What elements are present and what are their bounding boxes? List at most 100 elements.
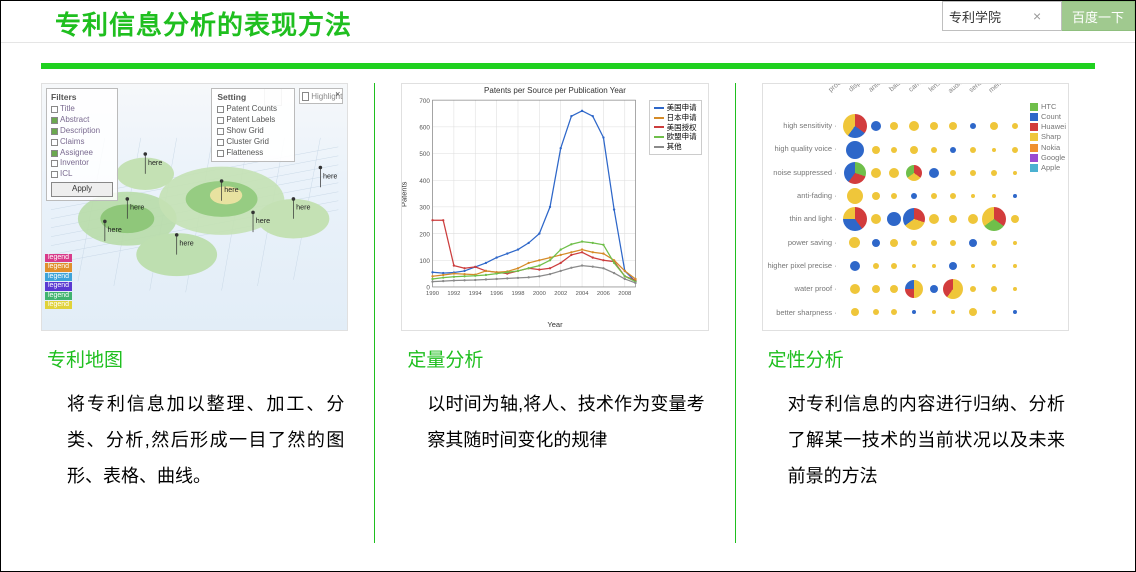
bubble-cell	[843, 138, 867, 161]
bubble-cell	[963, 255, 981, 278]
svg-text:2004: 2004	[576, 291, 590, 297]
svg-text:500: 500	[420, 151, 431, 158]
bubble-legend-item: Sharp	[1030, 132, 1066, 142]
svg-text:1990: 1990	[426, 291, 440, 297]
setting-panel: Setting Patent CountsPatent LabelsShow G…	[211, 88, 295, 162]
bubble-cell	[982, 231, 1006, 254]
setting-header: Setting	[217, 92, 289, 103]
close-icon[interactable]: ×	[335, 89, 340, 99]
chart-ylabel: Patents	[401, 182, 409, 207]
filter-item[interactable]: Description	[51, 126, 113, 137]
bubble-cell	[843, 161, 867, 184]
svg-text:1992: 1992	[448, 291, 461, 297]
bubble-cell	[867, 278, 885, 301]
svg-text:1996: 1996	[490, 291, 503, 297]
bubble-cell	[982, 278, 1006, 301]
divider-rule	[41, 63, 1095, 69]
col-quantitative: Patents per Source per Publication Year …	[375, 83, 734, 543]
svg-text:200: 200	[420, 231, 431, 238]
bubble-cell	[1006, 301, 1024, 324]
filter-item[interactable]: Assignee	[51, 148, 113, 159]
svg-text:here: here	[179, 240, 193, 248]
search-box: ×	[942, 1, 1062, 31]
bubble-cell	[925, 207, 943, 231]
bubble-col-labels: procdispantebattcamlensaudiosensmem	[843, 84, 1024, 112]
bubble-cell	[903, 255, 925, 278]
bubble-cell	[885, 114, 903, 138]
bubble-cell	[843, 114, 867, 138]
bubble-cell	[867, 255, 885, 278]
bubble-cell	[1006, 278, 1024, 301]
bubble-cell	[925, 278, 943, 301]
bubble-cell	[903, 161, 925, 184]
search-button[interactable]: 百度一下	[1062, 1, 1135, 31]
bubble-cell	[963, 114, 981, 138]
bubble-cell	[982, 161, 1006, 184]
svg-text:1998: 1998	[512, 291, 525, 297]
desc-quant: 以时间为轴,将人、技术作为变量考察其随时间变化的规律	[401, 386, 708, 458]
bubble-cell	[843, 207, 867, 231]
bubble-cell	[903, 231, 925, 254]
setting-item[interactable]: Show Grid	[217, 126, 289, 137]
filter-item[interactable]: Claims	[51, 137, 113, 148]
bubble-legend-item: Huawei	[1030, 122, 1066, 132]
filters-apply-button[interactable]: Apply	[51, 182, 113, 197]
columns: herehereherehereherehereherehere Filters…	[1, 83, 1135, 543]
bubble-cell	[867, 231, 885, 254]
bubble-cell	[843, 184, 867, 207]
bubble-cell	[903, 207, 925, 231]
clear-icon[interactable]: ×	[1031, 8, 1043, 24]
bubble-cell	[867, 207, 885, 231]
setting-item[interactable]: Cluster Grid	[217, 137, 289, 148]
bubble-cell	[963, 138, 981, 161]
svg-text:here: here	[296, 204, 310, 212]
bubble-cell	[903, 278, 925, 301]
filter-item[interactable]: Title	[51, 104, 113, 115]
terrain-legend-row: legend	[45, 254, 72, 262]
filter-item[interactable]: ICL	[51, 169, 113, 180]
desc-qual: 对专利信息的内容进行归纳、分析了解某一技术的当前状况以及未来前景的方法	[762, 386, 1069, 494]
filter-item[interactable]: Inventor	[51, 158, 113, 169]
legend-item: 其他	[654, 142, 697, 152]
bubble-cell	[885, 138, 903, 161]
bubble-cell	[925, 161, 943, 184]
bubble-cell	[982, 301, 1006, 324]
terrain-legend-row: legend	[45, 282, 72, 290]
bubble-cell	[925, 301, 943, 324]
bubble-cell	[925, 255, 943, 278]
filter-item[interactable]: Abstract	[51, 115, 113, 126]
search-input[interactable]	[949, 9, 1031, 24]
svg-text:2002: 2002	[555, 291, 568, 297]
bubble-cell	[903, 301, 925, 324]
bubble-cell	[867, 114, 885, 138]
svg-text:here: here	[224, 186, 238, 194]
bubble-cell	[925, 184, 943, 207]
bubble-cell	[963, 161, 981, 184]
bubble-cell	[885, 184, 903, 207]
svg-text:here: here	[148, 159, 162, 167]
bubble-cell	[885, 207, 903, 231]
bubble-legend-item: HTC	[1030, 102, 1066, 112]
setting-item[interactable]: Patent Labels	[217, 115, 289, 126]
bubble-cell	[943, 161, 963, 184]
terrain-legend-row: legend	[45, 273, 72, 281]
bubble-cell	[963, 207, 981, 231]
bubble-cell	[943, 138, 963, 161]
svg-text:here: here	[323, 172, 337, 180]
setting-item[interactable]: Patent Counts	[217, 104, 289, 115]
page-title: 专利信息分析的表现方法	[55, 5, 352, 42]
bubble-cell	[982, 207, 1006, 231]
bubble-cell	[867, 301, 885, 324]
subtitle-qual: 定性分析	[768, 345, 1069, 372]
bubble-cell	[982, 138, 1006, 161]
svg-text:here: here	[256, 217, 270, 225]
line-chart-figure: Patents per Source per Publication Year …	[401, 83, 708, 331]
bubble-cell	[903, 138, 925, 161]
terrain-legend-row: legend	[45, 292, 72, 300]
bubble-cell	[867, 161, 885, 184]
setting-item[interactable]: Flatteness	[217, 148, 289, 159]
svg-text:2000: 2000	[533, 291, 547, 297]
svg-text:here: here	[108, 226, 122, 234]
chart-xlabel: Year	[402, 320, 707, 329]
svg-text:100: 100	[420, 258, 431, 265]
